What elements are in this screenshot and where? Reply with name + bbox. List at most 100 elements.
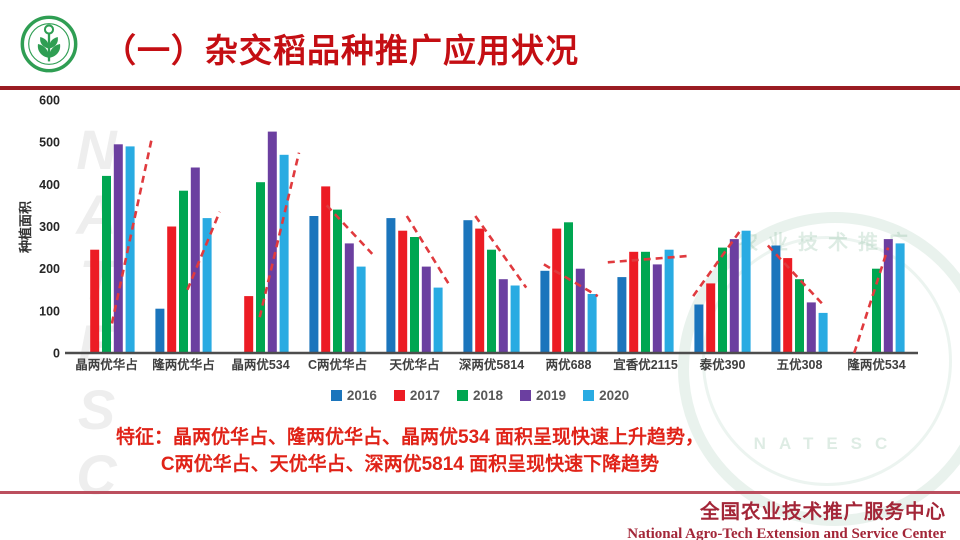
trend-line — [405, 215, 450, 285]
legend-swatch — [456, 390, 468, 401]
legend-swatch — [583, 390, 595, 401]
legend-swatch — [330, 390, 342, 401]
bar-2017 — [552, 228, 562, 353]
x-category-label: 隆两优华占 — [152, 357, 215, 372]
bar-2020 — [356, 266, 366, 353]
bar-2018 — [641, 251, 650, 353]
x-category-label: 宜香优2115 — [613, 357, 678, 372]
bar-2019 — [421, 266, 431, 353]
legend-swatch — [393, 390, 405, 401]
bar-2017 — [783, 258, 793, 353]
legend-item-2017: 2017 — [393, 388, 440, 403]
y-tick-label: 600 — [39, 94, 60, 108]
bar-2018 — [487, 249, 496, 353]
x-category-label: 隆两优534 — [847, 357, 905, 372]
watermark-ring-outer — [678, 212, 960, 526]
footer-divider — [0, 491, 960, 494]
bar-2020 — [202, 218, 212, 353]
bar-2017 — [90, 249, 100, 353]
trend-line — [607, 254, 689, 264]
bar-2016 — [386, 218, 396, 353]
header-divider — [0, 86, 960, 90]
bar-2018 — [795, 279, 804, 353]
bar-2017 — [706, 283, 716, 353]
y-tick-label: 0 — [53, 347, 60, 361]
y-tick-label: 400 — [39, 178, 60, 192]
x-category-label: 两优688 — [546, 357, 592, 372]
y-tick-label: 200 — [39, 262, 60, 276]
legend-swatch — [520, 390, 532, 401]
y-tick-label: 500 — [39, 136, 60, 150]
bar-2016 — [309, 216, 319, 353]
bar-2016 — [155, 308, 165, 353]
natesc-logo-icon — [20, 15, 78, 73]
chart-legend: 2016 2017 2018 2019 2020 — [0, 388, 960, 403]
legend-item-2020: 2020 — [583, 388, 629, 403]
legend-item-2018: 2018 — [456, 388, 504, 403]
trend-line — [692, 229, 742, 297]
bar-2017 — [398, 230, 408, 353]
bar-2020 — [510, 285, 520, 353]
bar-2016 — [771, 245, 781, 353]
legend-label: 2017 — [409, 388, 440, 403]
bar-2018 — [256, 182, 265, 353]
bar-2019 — [575, 268, 585, 353]
bar-2020 — [433, 287, 443, 353]
bar-2019 — [113, 144, 123, 353]
bar-2020 — [895, 243, 905, 353]
legend-item-2019: 2019 — [520, 388, 566, 403]
legend-label: 2018 — [472, 388, 504, 403]
bar-2017 — [629, 251, 639, 353]
bar-2019 — [806, 302, 816, 353]
bar-2019 — [498, 279, 508, 353]
bar-2020 — [741, 230, 751, 353]
bar-2018 — [872, 268, 881, 353]
bar-2017 — [244, 296, 254, 353]
bar-2018 — [102, 175, 111, 353]
bar-2017 — [321, 186, 331, 353]
feature-note: 特征：晶两优华占、隆两优华占、晶两优534 面积呈现快速上升趋势， C两优华占、… — [0, 424, 820, 478]
x-category-label: 五优308 — [777, 357, 823, 372]
bar-2016 — [463, 220, 473, 353]
x-category-label: 深两优5814 — [459, 357, 524, 372]
y-tick-label: 300 — [39, 220, 60, 234]
x-category-label: 晶两优534 — [231, 357, 289, 372]
bar-2020 — [125, 146, 135, 353]
trend-line — [110, 137, 154, 324]
feature-note-line2: C两优华占、天优华占、深两优5814 面积呈现快速下降趋势 — [160, 454, 660, 475]
trend-line — [474, 215, 528, 289]
bar-2018 — [564, 222, 573, 353]
bar-2018 — [179, 190, 188, 353]
feature-note-line1: 特征：晶两优华占、隆两优华占、晶两优534 面积呈现快速上升趋势， — [116, 427, 704, 448]
bar-2018 — [718, 247, 727, 353]
footer-org-name-en: National Agro-Tech Extension and Service… — [627, 526, 946, 540]
trend-line — [543, 263, 599, 298]
x-category-label: 晶两优华占 — [75, 357, 138, 372]
bar-2016 — [694, 304, 704, 353]
x-category-label: 泰优390 — [699, 357, 746, 372]
legend-label: 2019 — [536, 388, 567, 403]
bar-2018 — [410, 237, 419, 353]
bar-2018 — [333, 209, 342, 353]
legend-item-2016: 2016 — [330, 388, 377, 403]
bar-2019 — [883, 239, 893, 353]
footer: 全国农业技术推广服务中心 National Agro-Tech Extensio… — [627, 495, 946, 540]
watermark-ring-inner — [702, 236, 952, 486]
bar-2017 — [475, 228, 485, 353]
bar-2020 — [818, 312, 828, 353]
bar-2020 — [664, 249, 674, 353]
bar-2020 — [279, 154, 289, 353]
bar-2016 — [617, 277, 627, 353]
bar-2019 — [190, 167, 200, 353]
bar-2019 — [652, 264, 662, 353]
bar-2017 — [167, 226, 177, 353]
x-category-label: C两优华占 — [308, 357, 367, 372]
bar-2019 — [344, 243, 354, 353]
y-tick-label: 100 — [39, 304, 60, 318]
trend-line — [258, 152, 301, 318]
watermark-cn-text: 农业技术推广 — [738, 232, 918, 254]
trend-line — [186, 211, 221, 291]
bar-2016 — [540, 270, 550, 353]
watermark-en-text: NATESC — [753, 434, 901, 453]
bar-2019 — [267, 131, 277, 353]
